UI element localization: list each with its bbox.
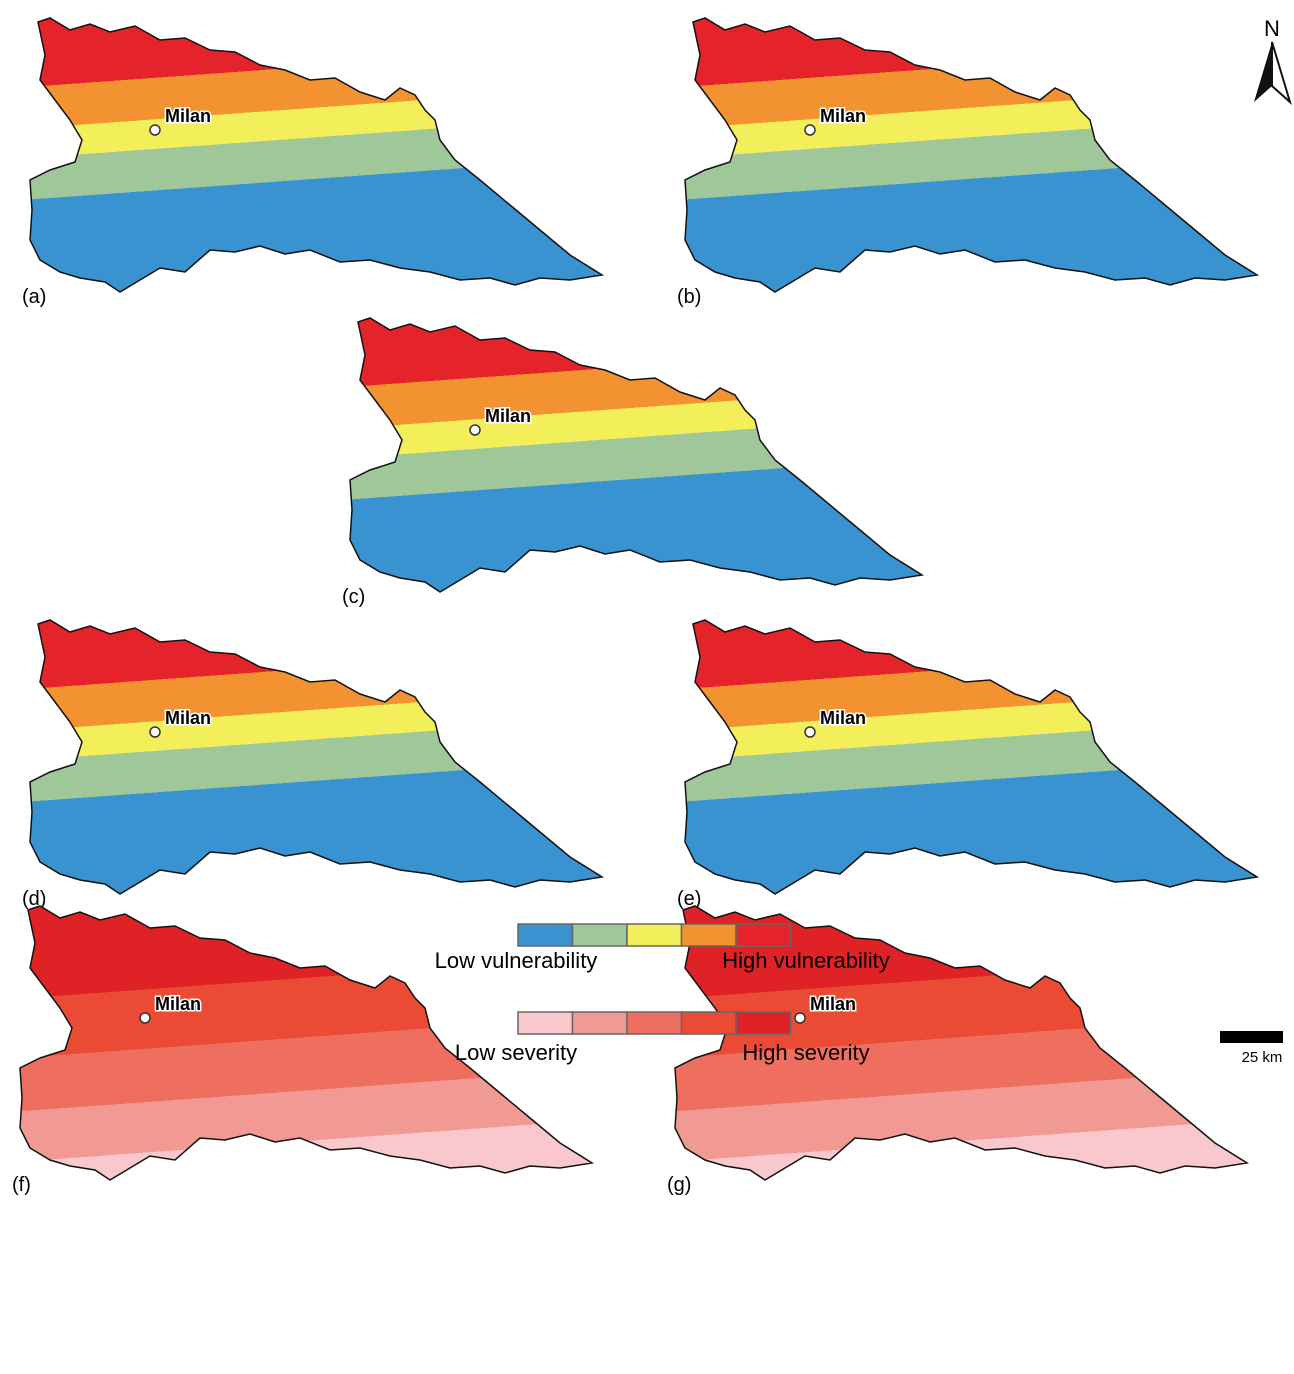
region-outline [29,17,605,293]
map-fill [30,18,602,292]
city-marker [149,124,161,136]
legend-low: Low vulnerability [435,948,598,973]
legend-swatch [517,923,574,947]
scale-label: 25 km [1242,1049,1283,1066]
city-label: Milan [165,708,211,728]
legend-swatch [626,1011,683,1035]
panel-label: (b) [677,286,701,308]
legend-swatch [680,1011,737,1035]
panel-label: (g) [667,1174,691,1196]
region-outline [349,317,925,593]
region-outline [684,17,1260,293]
map-panel: Milan (b) [677,17,1260,308]
region-outline [29,619,605,895]
panel-label: (a) [22,286,46,308]
city-marker [469,424,481,436]
region-outline [684,619,1260,895]
map-panel: Milan (d) [22,619,605,910]
scale-bar [1220,1031,1283,1043]
city-marker [804,726,816,738]
legend-swatch [626,923,683,947]
map-panel: Milan (a) [22,17,605,308]
city-label: Milan [155,994,201,1014]
north-arrow [1254,42,1272,102]
city-marker [804,124,816,136]
city-label: Milan [810,994,856,1014]
legend-swatch [735,923,792,947]
legend-high: High severity [742,1040,869,1065]
map-fill [350,318,922,592]
legend-swatch [735,1011,792,1035]
north-label: N [1264,16,1280,41]
city-label: Milan [820,708,866,728]
map-panel: Milan (e) [677,619,1260,910]
city-marker [139,1012,151,1024]
legend-swatch [571,923,628,947]
city-label: Milan [485,406,531,426]
city-marker [149,726,161,738]
city-label: Milan [820,106,866,126]
map-fill [685,18,1257,292]
north-arrow-outline [1271,41,1292,106]
legend-swatch [680,923,737,947]
panel-label: (f) [12,1174,31,1196]
legend-high: High vulnerability [722,948,890,973]
panel-label: (e) [677,888,701,910]
region-outline [674,905,1250,1181]
map-fill [30,620,602,894]
map-panel: Milan (c) [342,317,925,608]
legend-swatch [571,1011,628,1035]
legend-low: Low severity [455,1040,577,1065]
city-marker [794,1012,806,1024]
panel-label: (c) [342,586,365,608]
city-label: Milan [165,106,211,126]
legend-swatch [517,1011,574,1035]
panel-label: (d) [22,888,46,910]
region-outline [19,905,595,1181]
map-fill [685,620,1257,894]
